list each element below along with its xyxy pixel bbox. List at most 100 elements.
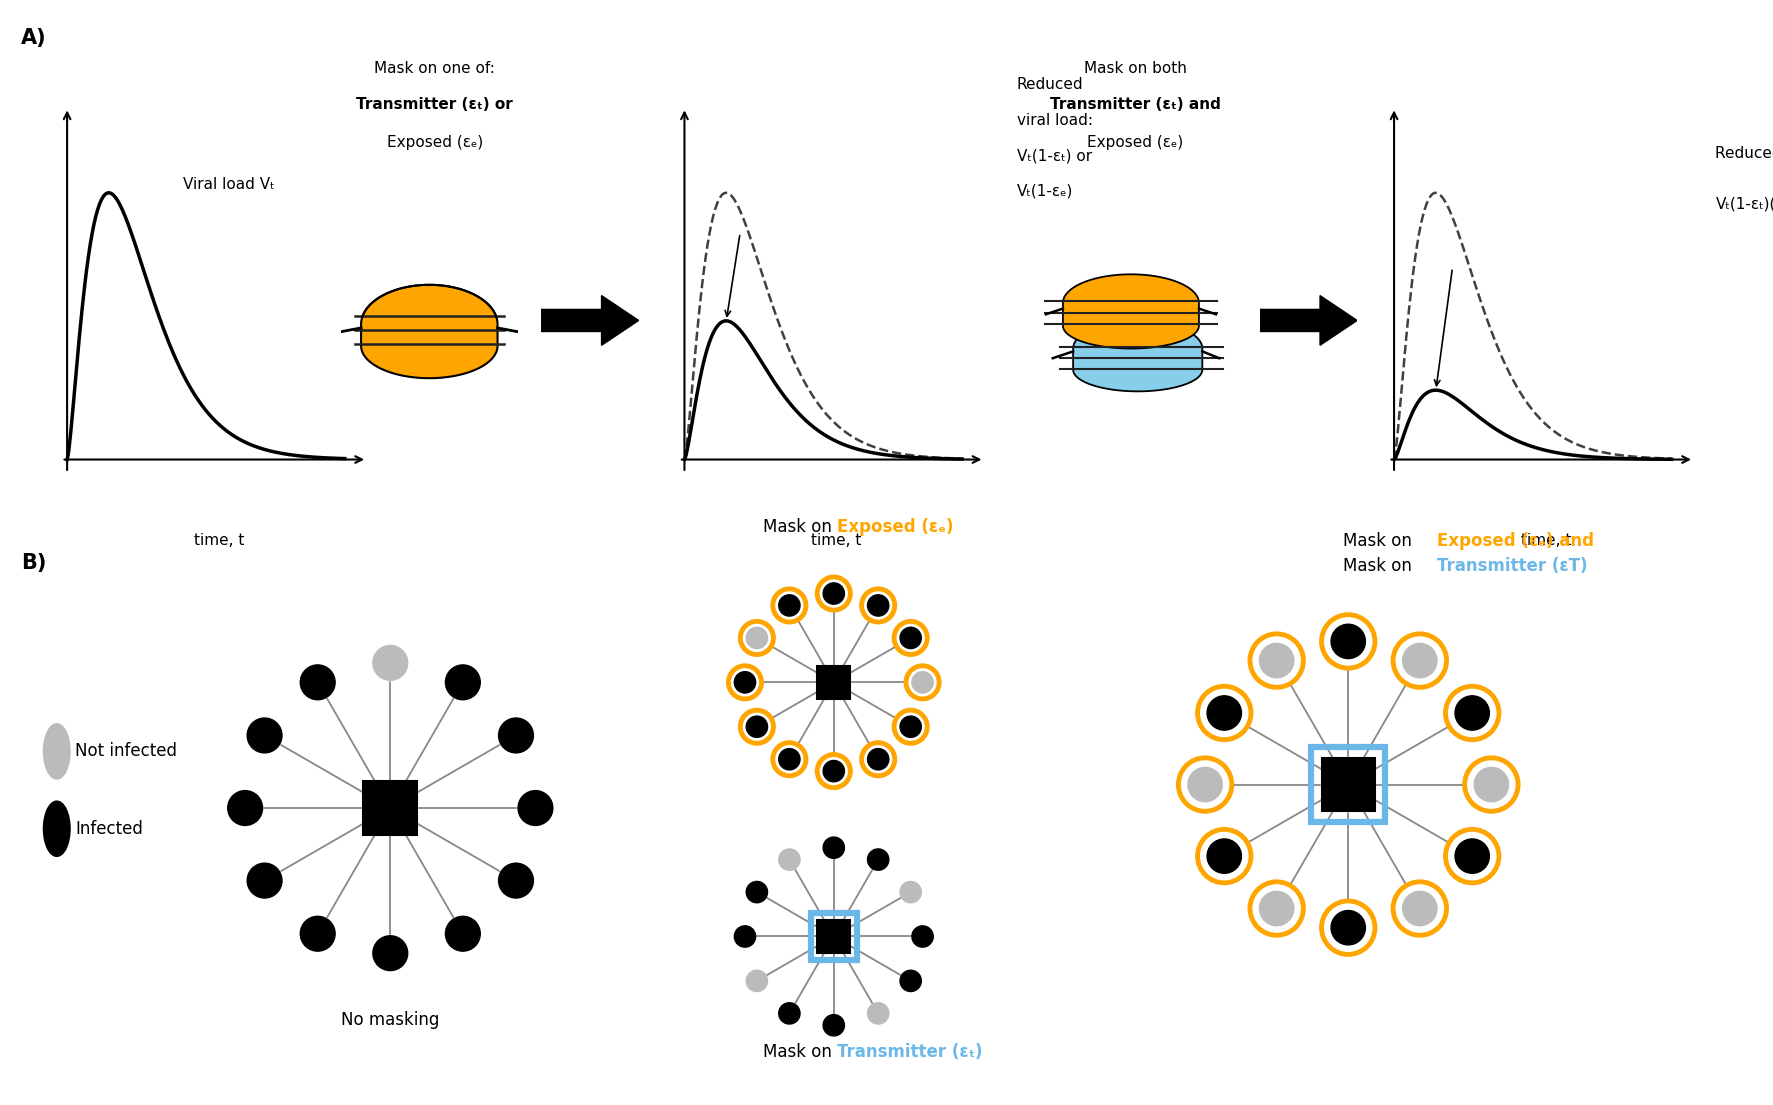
Circle shape: [300, 916, 335, 951]
Text: Infected: Infected: [74, 820, 144, 838]
Text: Mask on: Mask on: [1342, 533, 1417, 550]
Polygon shape: [362, 285, 496, 378]
Bar: [1310, 747, 1385, 822]
Text: Reduced viral load:: Reduced viral load:: [1714, 146, 1773, 161]
Text: Exposed (εₑ): Exposed (εₑ): [387, 135, 482, 150]
Circle shape: [227, 790, 262, 825]
Circle shape: [1402, 643, 1436, 677]
Circle shape: [1454, 839, 1489, 873]
Bar: [1321, 758, 1374, 811]
Circle shape: [1259, 643, 1293, 677]
Circle shape: [739, 621, 773, 654]
Text: A): A): [21, 28, 46, 48]
Circle shape: [1392, 634, 1445, 687]
Circle shape: [899, 716, 920, 737]
Circle shape: [43, 801, 71, 856]
Text: time, t: time, t: [810, 533, 862, 548]
Circle shape: [498, 718, 534, 753]
Bar: [810, 914, 856, 959]
Circle shape: [1464, 758, 1518, 811]
Circle shape: [1402, 892, 1436, 926]
Circle shape: [894, 711, 927, 744]
Circle shape: [445, 665, 480, 699]
Text: Transmitter (εT): Transmitter (εT): [1436, 557, 1587, 575]
Circle shape: [498, 863, 534, 898]
Circle shape: [894, 621, 927, 654]
Text: Transmitter (εₜ): Transmitter (εₜ): [837, 1043, 982, 1061]
Circle shape: [899, 628, 920, 649]
Circle shape: [1206, 839, 1241, 873]
Circle shape: [778, 849, 800, 871]
Text: Vₜ(1-εₜ) or: Vₜ(1-εₜ) or: [1016, 148, 1090, 164]
Polygon shape: [1073, 322, 1202, 391]
Circle shape: [1321, 901, 1374, 955]
Circle shape: [823, 760, 844, 782]
Circle shape: [823, 582, 844, 604]
Text: No masking: No masking: [340, 1011, 440, 1029]
Circle shape: [246, 863, 282, 898]
Text: time, t: time, t: [193, 533, 245, 548]
Circle shape: [734, 672, 755, 693]
Text: Not infected: Not infected: [74, 743, 177, 760]
Circle shape: [1197, 830, 1250, 883]
Circle shape: [372, 936, 408, 970]
Text: time, t: time, t: [1519, 533, 1571, 548]
Text: Exposed (εₑ): Exposed (εₑ): [1087, 135, 1183, 150]
Circle shape: [823, 838, 844, 859]
Text: Vₜ(1-εₜ)(1-εₑ): Vₜ(1-εₜ)(1-εₑ): [1714, 196, 1773, 211]
Circle shape: [867, 748, 888, 770]
Circle shape: [1250, 634, 1303, 687]
Circle shape: [906, 665, 938, 698]
Polygon shape: [1259, 295, 1356, 345]
Circle shape: [1392, 882, 1445, 935]
Text: Mask on both: Mask on both: [1083, 61, 1186, 76]
Circle shape: [773, 589, 805, 622]
Text: Exposed (εₑ): Exposed (εₑ): [837, 518, 954, 536]
Text: viral load:: viral load:: [1016, 113, 1092, 128]
Circle shape: [823, 1014, 844, 1036]
Circle shape: [746, 716, 768, 737]
Text: Transmitter (εₜ) or: Transmitter (εₜ) or: [356, 97, 512, 113]
Text: Mask on one of:: Mask on one of:: [374, 61, 495, 76]
Circle shape: [445, 916, 480, 951]
Circle shape: [1177, 758, 1230, 811]
Circle shape: [746, 628, 768, 649]
Circle shape: [739, 711, 773, 744]
Circle shape: [1321, 614, 1374, 669]
Circle shape: [1206, 696, 1241, 730]
Circle shape: [862, 743, 894, 776]
Circle shape: [372, 645, 408, 681]
Text: Mask on: Mask on: [762, 518, 837, 536]
Circle shape: [1454, 696, 1489, 730]
Circle shape: [778, 1002, 800, 1024]
Bar: [817, 665, 849, 698]
Circle shape: [817, 577, 849, 610]
Text: Exposed (εₑ) and: Exposed (εₑ) and: [1436, 533, 1594, 550]
Circle shape: [911, 672, 933, 693]
Circle shape: [734, 926, 755, 947]
Bar: [363, 781, 417, 835]
Text: Vₜ(1-εₑ): Vₜ(1-εₑ): [1016, 183, 1073, 199]
Circle shape: [729, 665, 761, 698]
Circle shape: [778, 594, 800, 617]
Circle shape: [746, 882, 768, 903]
Circle shape: [746, 970, 768, 991]
Polygon shape: [1062, 274, 1199, 348]
Circle shape: [817, 755, 849, 788]
Circle shape: [1330, 624, 1365, 659]
Circle shape: [1259, 892, 1293, 926]
Circle shape: [867, 849, 888, 871]
Circle shape: [911, 926, 933, 947]
Circle shape: [1445, 830, 1498, 883]
Circle shape: [1330, 911, 1365, 945]
Circle shape: [1188, 767, 1222, 802]
Circle shape: [1445, 686, 1498, 739]
Circle shape: [1250, 882, 1303, 935]
Text: Transmitter (εₜ) and: Transmitter (εₜ) and: [1050, 97, 1220, 113]
Text: Mask on: Mask on: [762, 1043, 837, 1061]
Text: Viral load Vₜ: Viral load Vₜ: [183, 177, 275, 192]
Circle shape: [778, 748, 800, 770]
Circle shape: [300, 665, 335, 699]
Circle shape: [246, 718, 282, 753]
Polygon shape: [541, 295, 638, 345]
